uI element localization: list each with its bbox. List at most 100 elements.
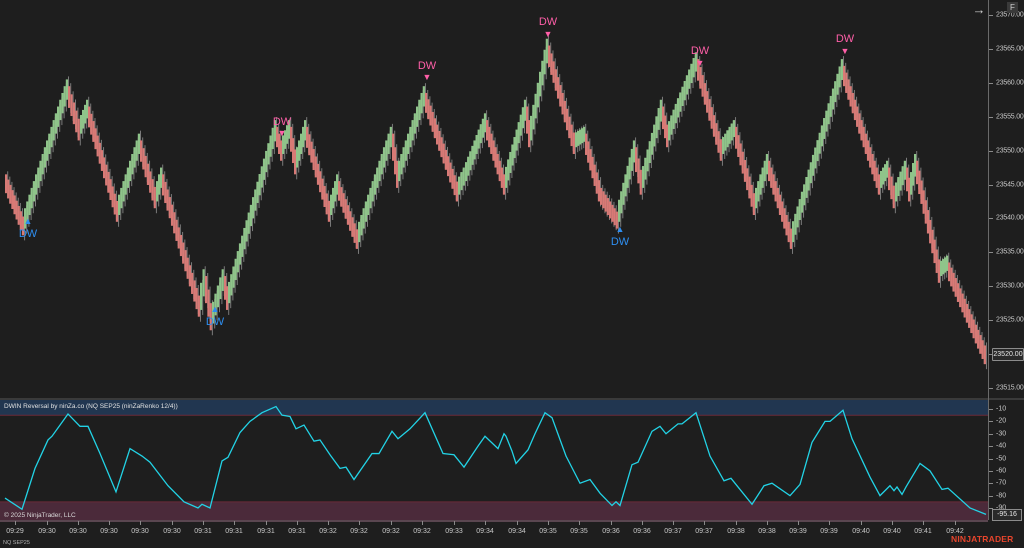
renko-bars [5, 35, 987, 370]
buy-signal-triangle-icon: ▲ [23, 216, 33, 226]
sell-signal-triangle-icon: ▼ [422, 72, 432, 82]
sell-signal-label: DW [835, 33, 855, 45]
time-tick [266, 521, 267, 525]
oscillator-axis-label: -20 [996, 417, 1007, 425]
time-axis-label: 09:35 [570, 528, 588, 535]
oscillator-panel[interactable] [0, 400, 988, 520]
scroll-to-latest-arrow-icon[interactable]: → [972, 2, 986, 17]
time-tick [642, 521, 643, 525]
time-tick [422, 521, 423, 525]
time-tick [391, 521, 392, 525]
time-tick [78, 521, 79, 525]
time-axis-label: 09:30 [38, 528, 56, 535]
oscillator-axis-label: -60 [996, 467, 1007, 475]
time-tick [328, 521, 329, 525]
price-tick [989, 15, 993, 16]
time-tick [892, 521, 893, 525]
price-tick [989, 184, 993, 186]
time-axis-label: 09:37 [695, 528, 713, 535]
price-axis-label: 23525.00 [996, 316, 1024, 324]
oscillator-tick [989, 421, 993, 423]
time-axis-label: 09:31 [257, 528, 275, 535]
time-tick [767, 521, 768, 525]
time-tick [798, 521, 799, 525]
oscillator-axis-label: -50 [996, 455, 1007, 462]
last-oscillator-marker: -95.16 [992, 509, 1022, 521]
price-axis-label: 23535.00 [996, 248, 1024, 256]
time-axis-label: 09:31 [225, 528, 243, 535]
oscillator-tick [989, 409, 993, 410]
time-tick [955, 521, 956, 525]
time-tick [829, 521, 830, 525]
time-axis-label: 09:29 [6, 528, 24, 535]
sell-signal-triangle-icon: ▼ [277, 128, 287, 138]
price-panel[interactable] [0, 0, 988, 398]
oscillator-tick [989, 433, 993, 435]
time-axis-label: 09:39 [820, 528, 838, 535]
sell-signal-label: DW [690, 45, 710, 57]
oscillator-axis-label: -80 [996, 492, 1007, 500]
time-axis-label: 09:32 [350, 528, 368, 535]
price-axis-label: 23540.00 [996, 214, 1024, 222]
time-tick [359, 521, 360, 525]
time-axis-label: 09:32 [382, 528, 400, 535]
oscillator-tick [989, 470, 993, 472]
panel-separator[interactable] [0, 398, 1024, 400]
price-tick [989, 286, 993, 288]
oscillator-axis-label: -40 [996, 442, 1007, 450]
price-axis-label: 23560.00 [996, 79, 1024, 87]
time-axis-label: 09:31 [194, 528, 212, 535]
time-tick [15, 521, 16, 525]
oscillator-axis-label: -70 [996, 479, 1007, 487]
time-tick [579, 521, 580, 525]
time-tick [704, 521, 705, 525]
time-axis-label: 09:37 [664, 528, 682, 535]
time-axis-label: 09:39 [789, 528, 807, 535]
oscillator-tick [989, 446, 993, 448]
time-tick [517, 521, 518, 525]
buy-signal-label: DW [610, 236, 630, 248]
time-tick [234, 521, 235, 525]
time-tick [47, 521, 48, 525]
time-tick [673, 521, 674, 525]
price-tick [989, 116, 993, 118]
time-axis-label: 09:38 [758, 528, 776, 535]
time-tick [454, 521, 455, 525]
time-axis-label: 09:36 [602, 528, 620, 535]
price-axis-line [988, 0, 989, 520]
buy-signal-triangle-icon: ▲ [615, 224, 625, 234]
sell-signal-label: DW [272, 116, 292, 128]
time-axis-label: 09:41 [914, 528, 932, 535]
time-tick [485, 521, 486, 525]
buy-signal-label: DW [18, 228, 38, 240]
instrument-label: NQ SEP25 [3, 540, 30, 546]
time-axis-label: 09:32 [413, 528, 431, 535]
price-tick [989, 354, 993, 355]
time-axis-label: 09:40 [883, 528, 901, 535]
fixed-scale-button[interactable]: F [1007, 2, 1018, 13]
price-axis-label: 23530.00 [996, 282, 1024, 290]
price-tick [989, 150, 993, 152]
price-axis-label: 23545.00 [996, 181, 1024, 188]
sell-signal-label: DW [417, 60, 437, 72]
time-tick [736, 521, 737, 525]
time-axis-label: 09:42 [946, 528, 964, 535]
oscillator-plot [0, 400, 988, 520]
oscillator-tick [989, 495, 993, 497]
oscillator-title: DWIN Reversal by ninZa.co (NQ SEP25 (nin… [4, 403, 178, 410]
time-axis-label: 09:33 [445, 528, 463, 535]
time-axis-label: 09:34 [508, 528, 526, 535]
oscillator-tick [989, 508, 993, 509]
time-tick [861, 521, 862, 525]
price-axis-label: 23550.00 [996, 147, 1024, 155]
last-price-marker: 23520.00 [992, 348, 1024, 361]
buy-signal-triangle-icon: ▲ [210, 304, 220, 314]
oscillator-axis-label: -30 [996, 430, 1007, 438]
price-tick [989, 387, 993, 389]
ninjatrader-logo: NINJATRADER [951, 534, 1014, 544]
time-tick [109, 521, 110, 525]
time-axis-label: 09:40 [852, 528, 870, 535]
time-axis-label: 09:38 [727, 528, 745, 535]
time-tick [297, 521, 298, 525]
time-axis-label: 09:35 [539, 528, 557, 535]
